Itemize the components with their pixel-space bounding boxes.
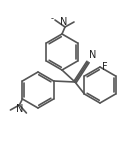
Text: N: N: [60, 17, 68, 27]
Text: F: F: [102, 62, 108, 72]
Text: N: N: [16, 104, 23, 114]
Text: N: N: [89, 50, 96, 60]
Text: -: -: [51, 15, 54, 24]
